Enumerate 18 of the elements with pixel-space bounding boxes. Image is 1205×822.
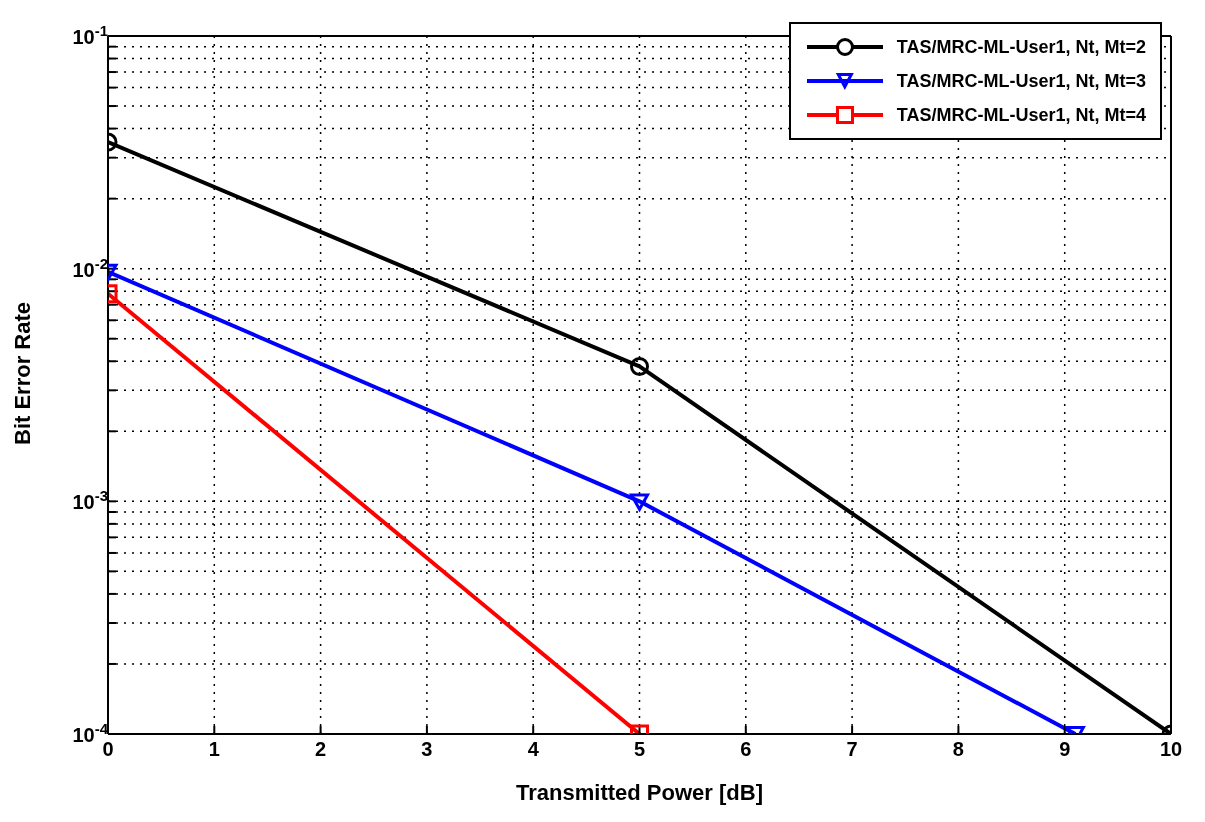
x-tick-label: 5 (633, 738, 646, 761)
x-axis-title: Transmitted Power [dB] (516, 780, 763, 805)
x-tick-label: 7 (846, 738, 858, 761)
x-tick-label: 8 (952, 738, 964, 761)
x-tick-label: 9 (1059, 738, 1071, 761)
y-axis-title: Bit Error Rate (9, 301, 35, 445)
x-tick-label: 1 (208, 738, 220, 761)
x-tick-label: 3 (421, 738, 433, 761)
x-tick-label: 4 (527, 738, 540, 761)
legend-label: TAS/MRC-ML-User1, Nt, Mt=3 (896, 70, 1146, 92)
y-tick-label: 10$^{-3}$ (72, 486, 108, 514)
y-tick-label: 10$^{-2}$ (72, 254, 108, 281)
x-tick-label: 2 (315, 738, 327, 761)
legend-label: TAS/MRC-ML-User1, Nt, Mt=4 (896, 104, 1146, 126)
x-tick-label: 10 (1159, 738, 1183, 761)
y-tick-label: 10$^{-1}$ (72, 21, 108, 48)
legend-label: TAS/MRC-ML-User1, Nt, Mt=2 (896, 36, 1146, 58)
x-tick-label: 6 (740, 738, 752, 761)
